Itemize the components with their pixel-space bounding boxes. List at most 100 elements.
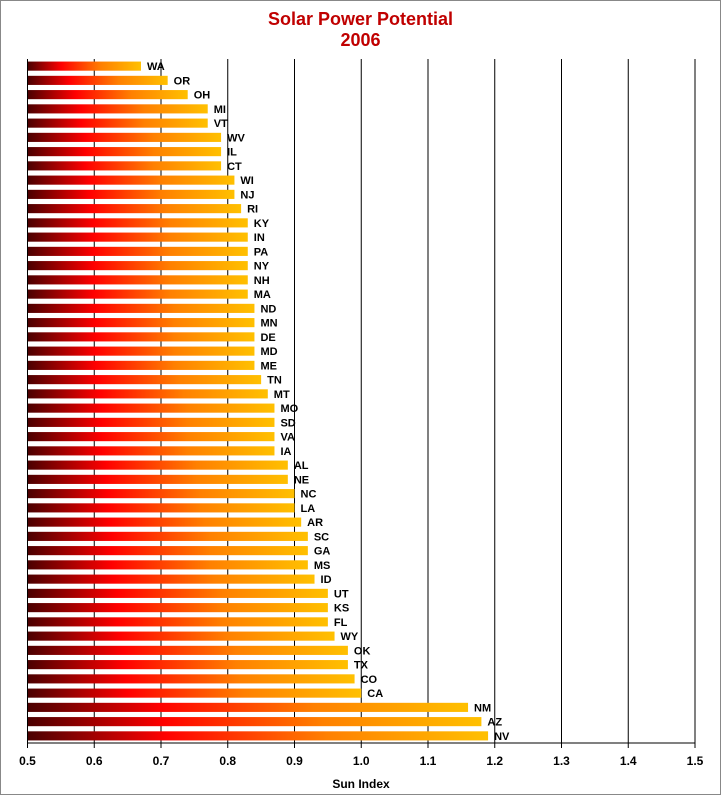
bar-label-wa: WA [147,61,165,73]
bar-mi [27,104,208,114]
bar-sd [27,417,275,427]
bar-label-md: MD [260,346,277,358]
bar-il [27,147,222,157]
bar-label-ma: MA [254,289,271,301]
bar-label-ks: KS [334,603,349,615]
bar-label-al: AL [294,460,309,472]
bar-label-pa: PA [254,246,269,258]
bar-ks [27,603,328,613]
bar-de [27,332,255,342]
bar-ia [27,446,275,456]
bar-wv [27,132,222,142]
bar-label-oh: OH [194,90,211,102]
bar-label-nh: NH [254,275,270,287]
bar-nc [27,489,295,499]
bar-label-ca: CA [367,688,383,700]
x-tick-label: 1.0 [353,754,370,768]
chart-title-block: Solar Power Potential 2006 [1,9,720,51]
bar-wy [27,631,335,641]
bar-oh [27,90,188,100]
bar-ma [27,289,248,299]
bar-label-or: OR [174,75,191,87]
bar-label-ga: GA [314,546,331,558]
bar-label-ne: NE [294,474,309,486]
bar-label-va: VA [280,432,295,444]
bar-ms [27,560,308,570]
bar-me [27,360,255,370]
bar-label-wi: WI [240,175,253,187]
bar-co [27,674,355,684]
bar-wi [27,175,235,185]
bar-label-nm: NM [474,702,491,714]
x-tick-label: 1.2 [486,754,503,768]
chart-subtitle: 2006 [340,30,381,50]
bar-label-tx: TX [354,660,369,672]
bar-label-wv: WV [227,132,245,144]
x-axis-label: Sun Index [332,777,390,791]
bar-label-la: LA [301,503,316,515]
bar-nh [27,275,248,285]
bar-label-ut: UT [334,588,349,600]
bar-mo [27,403,275,413]
bar-label-ar: AR [307,517,323,529]
bar-nj [27,189,235,199]
bar-label-mi: MI [214,104,226,116]
bar-ca [27,688,362,698]
bar-la [27,503,295,513]
bar-wa [27,61,141,71]
bar-label-nv: NV [494,731,510,743]
x-tick-label: 0.9 [286,754,303,768]
bar-in [27,232,248,242]
bar-label-ia: IA [280,446,291,458]
bar-al [27,460,288,470]
bar-ut [27,588,328,598]
bar-label-ri: RI [247,204,258,216]
bar-tx [27,660,348,670]
bar-label-fl: FL [334,617,348,629]
x-tick-label: 0.8 [219,754,236,768]
bar-label-de: DE [260,332,275,344]
bar-label-mo: MO [280,403,298,415]
bar-label-sc: SC [314,531,329,543]
bar-label-nd: ND [260,303,276,315]
bar-tn [27,375,262,385]
bar-nv [27,731,489,741]
bar-ny [27,261,248,271]
bar-sc [27,531,308,541]
bar-label-wy: WY [341,631,359,643]
x-tick-label: 1.3 [553,754,570,768]
bar-label-id: ID [321,574,332,586]
bar-label-in: IN [254,232,265,244]
bar-mn [27,318,255,328]
bar-az [27,717,482,727]
bar-label-az: AZ [487,717,502,729]
bar-label-ms: MS [314,560,331,572]
x-tick-label: 0.7 [153,754,170,768]
x-tick-label: 0.6 [86,754,103,768]
x-tick-label: 1.4 [620,754,637,768]
bar-label-mt: MT [274,389,290,401]
bar-label-ct: CT [227,161,242,173]
bar-label-ok: OK [354,645,371,657]
bar-label-tn: TN [267,375,282,387]
bar-id [27,574,315,584]
bar-ar [27,517,302,527]
bar-nd [27,303,255,313]
bar-ne [27,474,288,484]
bar-ok [27,645,348,655]
bar-label-co: CO [361,674,378,686]
bar-ga [27,546,308,556]
bar-label-sd: SD [280,417,295,429]
bar-label-nc: NC [301,489,317,501]
bar-label-ky: KY [254,218,270,230]
bar-ky [27,218,248,228]
bar-label-nj: NJ [240,189,254,201]
bar-label-me: ME [260,360,277,372]
chart-title: Solar Power Potential [267,9,454,29]
bar-nm [27,702,469,712]
x-tick-label: 0.5 [19,754,36,768]
bar-pa [27,246,248,256]
x-tick-label: 1.5 [687,754,704,768]
